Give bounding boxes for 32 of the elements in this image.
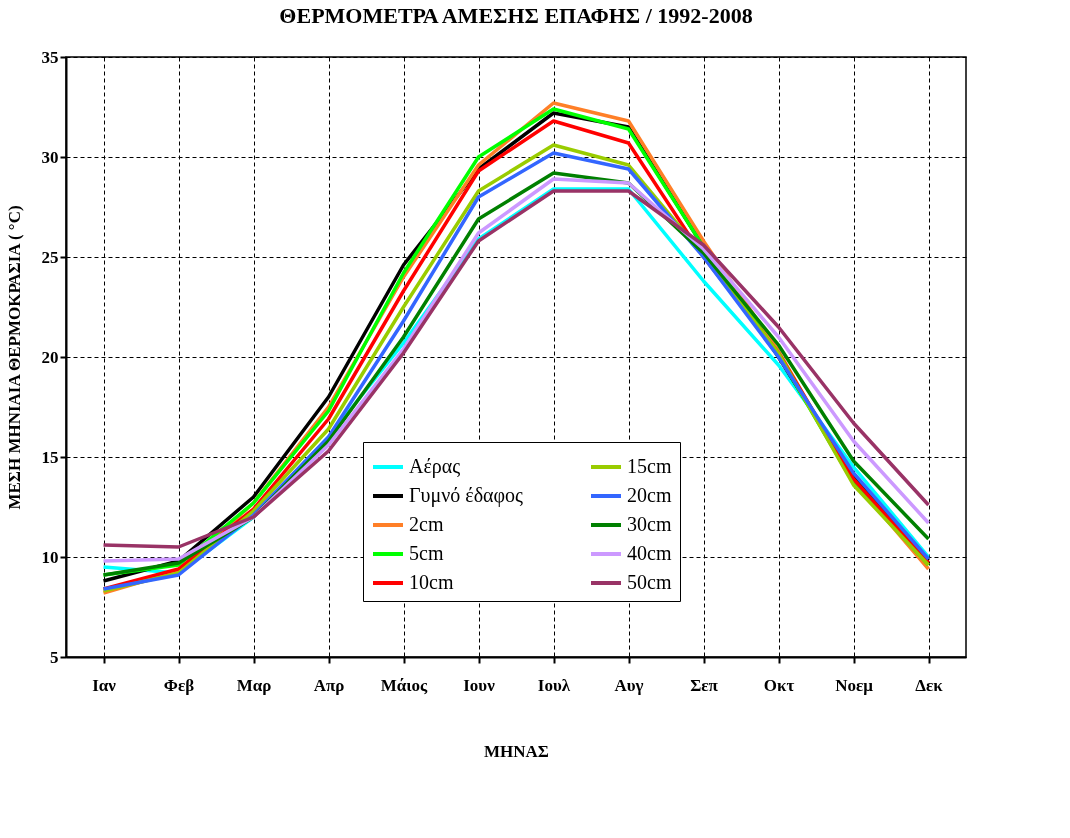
legend-label: 50cm [627,571,672,593]
x-axis-title: ΜΗΝΑΣ [484,741,549,761]
x-tick-label: Ιαν [92,675,117,695]
x-tick-label: Μάιος [380,675,429,695]
legend-label: 2cm [409,513,444,535]
y-tick-label: 30 [41,147,59,167]
legend-label: Γυμνό έδαφος [409,484,524,507]
x-tick-label: Μαρ [236,675,272,695]
x-tick-label: Απρ [313,675,345,695]
legend-label: 5cm [409,542,444,564]
x-tick-label: Οκτ [763,675,795,695]
x-tick-label: Σεπ [690,675,719,695]
y-tick-label: 25 [41,247,59,267]
legend-label: Αέρας [409,455,461,478]
legend-label: 30cm [627,513,672,535]
y-tick-label: 10 [41,547,59,567]
x-tick-label: Νοεμ [835,675,874,695]
x-tick-label: Φεβ [163,675,195,695]
y-tick-label: 5 [50,647,59,667]
x-tick-label: Δεκ [915,675,944,695]
y-tick-label: 35 [41,47,59,67]
chart-title: ΘΕΡΜΟΜΕΤΡΑ ΑΜΕΣΗΣ ΕΠΑΦΗΣ / 1992-2008 [279,3,753,28]
x-tick-label: Αυγ [614,675,644,695]
legend-label: 15cm [627,455,672,477]
legend-label: 10cm [409,571,454,593]
x-tick-label: Ιουλ [537,675,571,695]
legend-label: 40cm [627,542,672,564]
y-tick-label: 20 [41,347,59,367]
y-tick-label: 15 [41,447,59,467]
x-tick-label: Ιουν [463,675,496,695]
y-axis-title: ΜΕΣΗ ΜΗΝΙΑΙΑ ΘΕΡΜΟΚΡΑΣΙΑ ( °C) [4,205,24,510]
legend-label: 20cm [627,484,672,506]
